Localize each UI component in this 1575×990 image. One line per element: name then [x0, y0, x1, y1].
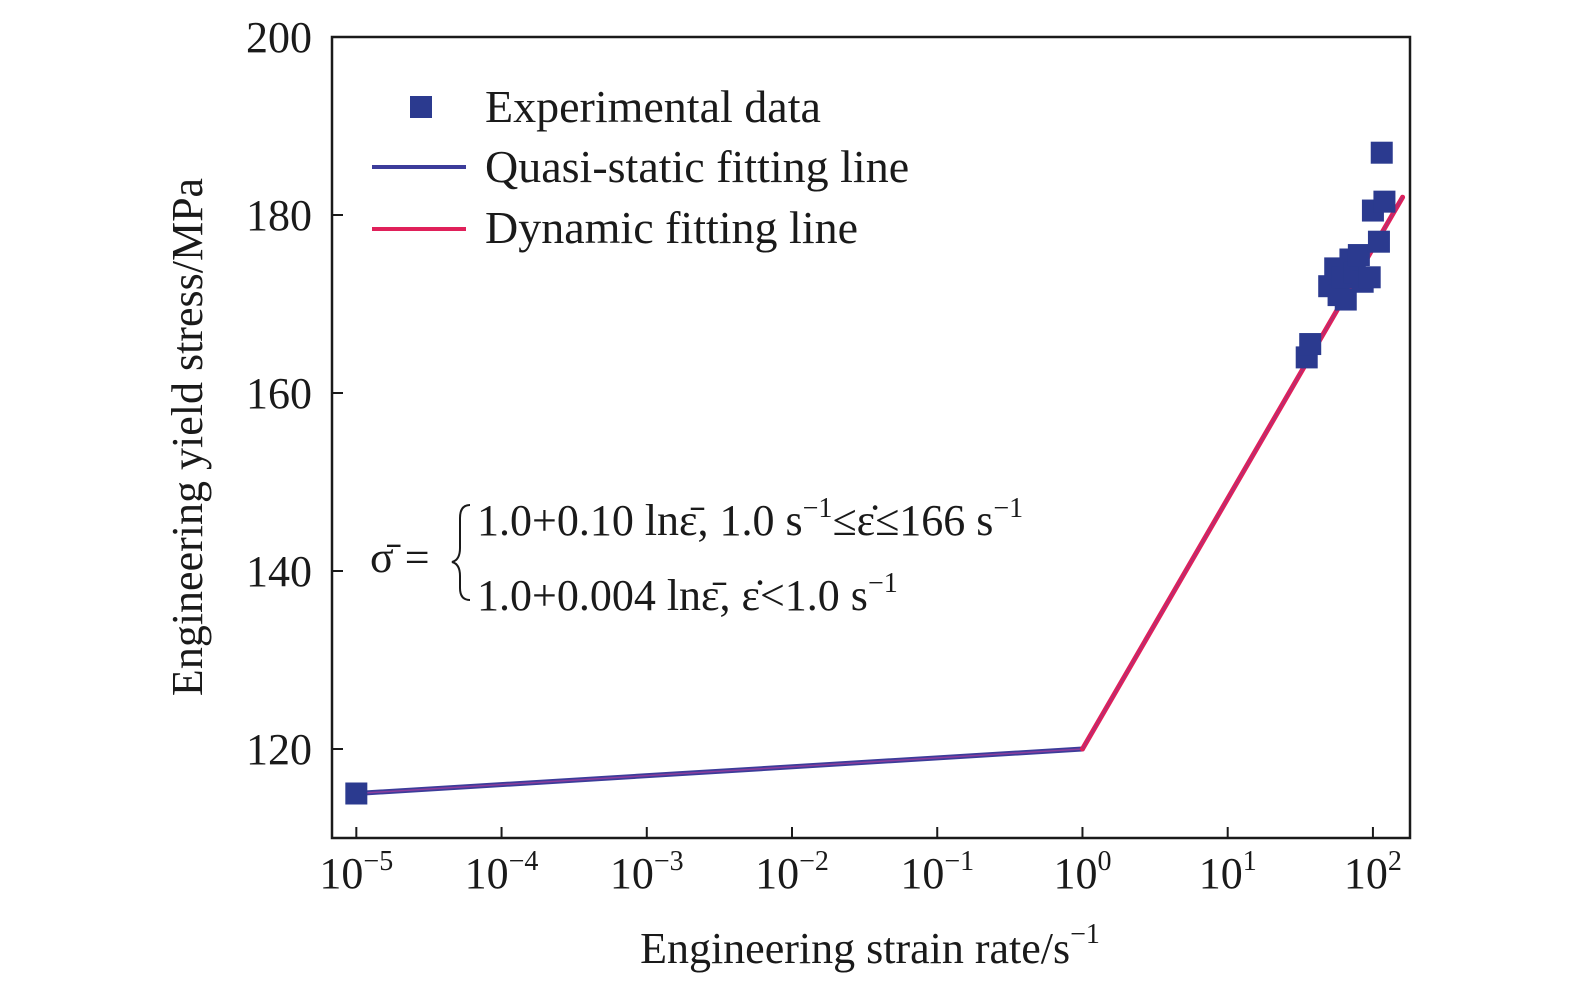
data-point: [1299, 333, 1322, 356]
equation-line-1: 1.0+0.10 lnε̄, 1.0 s−1≤ε̇≤166 s−1: [477, 493, 1023, 545]
x-tick-label: 10−2: [755, 846, 829, 898]
y-tick-label: 160: [246, 369, 312, 418]
data-point: [1370, 141, 1393, 164]
y-axis-ticks: 120 140 160 180 200: [246, 13, 343, 774]
data-point: [1358, 266, 1381, 289]
experimental-points: [345, 141, 1396, 805]
y-tick-label: 200: [246, 13, 312, 62]
x-axis-title-text: Engineering strain rate/s: [640, 924, 1070, 973]
x-tick-exponent: −5: [363, 846, 393, 877]
x-tick-label: 10−4: [465, 846, 539, 898]
x-tick-exponent: −4: [509, 846, 539, 877]
x-axis-ticks: 10−5 10−4 10−3 10−2 10−1 100 101 102: [319, 827, 1402, 898]
equation-line-1-sup1: −1: [803, 493, 833, 524]
x-tick-base: 10: [319, 849, 363, 898]
x-axis-title-sup: −1: [1070, 919, 1100, 950]
x-tick-label: 100: [1053, 846, 1111, 898]
equation-line-2-text: 1.0+0.004 lnε̄, ε̇<1.0 s: [477, 571, 868, 620]
x-tick-exponent: −1: [944, 846, 974, 877]
data-point: [1334, 288, 1357, 311]
equation-line-2: 1.0+0.004 lnε̄, ε̇<1.0 s−1: [477, 568, 898, 620]
x-tick-label: 102: [1344, 846, 1402, 898]
y-tick-label: 120: [246, 725, 312, 774]
x-tick-base: 10: [610, 849, 654, 898]
data-point: [1373, 190, 1396, 213]
x-tick-label: 10−3: [610, 846, 684, 898]
legend-label-dynamic: Dynamic fitting line: [485, 202, 858, 253]
x-tick-label: 10−5: [319, 846, 393, 898]
x-tick-exponent: −3: [654, 846, 684, 877]
x-tick-exponent: 0: [1097, 846, 1111, 877]
x-tick-base: 10: [1199, 849, 1243, 898]
x-tick-label: 101: [1199, 846, 1257, 898]
equation-line-2-sup1: −1: [868, 568, 898, 599]
x-axis-title: Engineering strain rate/s−1: [640, 919, 1100, 973]
data-point: [345, 782, 368, 805]
equation-brace: [451, 504, 471, 601]
data-point: [1367, 230, 1390, 253]
legend-label-experimental: Experimental data: [485, 81, 821, 132]
x-tick-base: 10: [755, 849, 799, 898]
equation-line-1-text: 1.0+0.10 lnε̄, 1.0 s: [477, 496, 803, 545]
y-tick-label: 180: [246, 191, 312, 240]
y-axis-title: Engineering yield stress/MPa: [163, 178, 212, 696]
equation-annotation: σ̄ = 1.0+0.10 lnε̄, 1.0 s−1≤ε̇≤166 s−1 1…: [370, 493, 1023, 620]
x-tick-exponent: −2: [799, 846, 829, 877]
y-tick-label: 140: [246, 547, 312, 596]
equation-line-1-mid: ≤ε̇≤166 s: [832, 496, 993, 545]
x-tick-exponent: 1: [1243, 846, 1257, 877]
data-point: [1347, 244, 1370, 267]
quasi-static-fitting-line-line-highlight: [356, 748, 1083, 795]
x-tick-base: 10: [1344, 849, 1388, 898]
x-tick-base: 10: [900, 849, 944, 898]
x-tick-exponent: 2: [1388, 846, 1402, 877]
equation-line-1-sup2: −1: [993, 493, 1023, 524]
x-tick-base: 10: [1053, 849, 1097, 898]
legend-marker-experimental: [410, 96, 432, 118]
x-tick-label: 10−1: [900, 846, 974, 898]
legend-label-quasi-static: Quasi-static fitting line: [485, 141, 909, 192]
x-tick-base: 10: [465, 849, 509, 898]
legend: Experimental data Quasi-static fitting l…: [372, 81, 909, 253]
plot-area-frame: [330, 35, 1412, 840]
equation-lhs: σ̄ =: [370, 533, 430, 582]
